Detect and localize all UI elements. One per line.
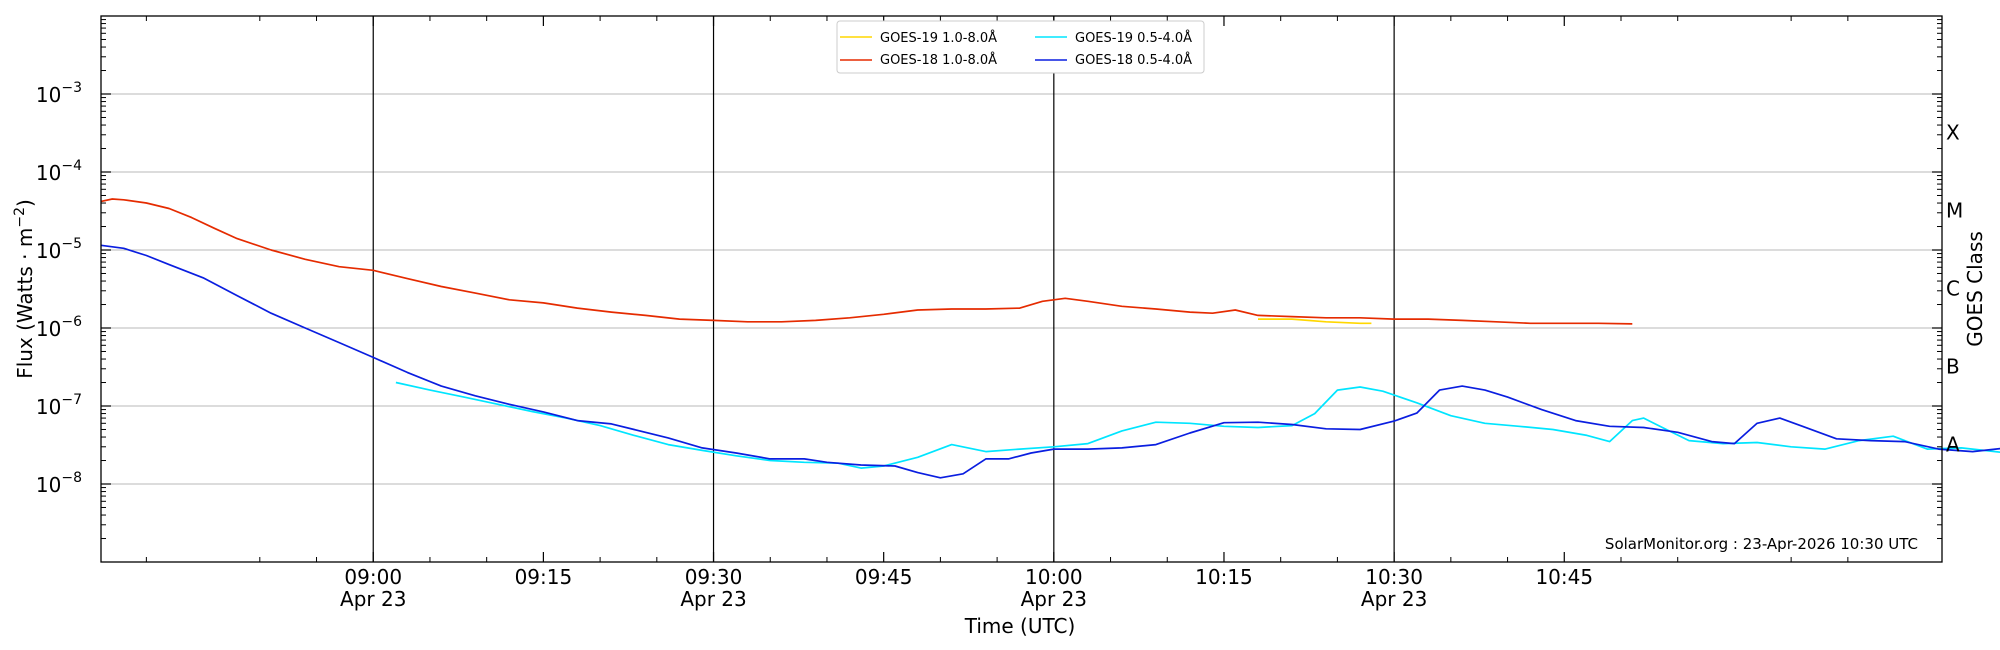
y-axis-title: Flux (Watts · m−2) (12, 199, 37, 379)
series-goes18-long (100, 198, 1633, 325)
x-tick-time-label: 10:30 (1365, 565, 1423, 589)
legend-label-goes19-long: GOES-19 1.0-8.0Å (880, 30, 997, 46)
x-tick-date-label: Apr 23 (340, 587, 406, 611)
y-tick-label: 10−4 (36, 158, 82, 185)
x-tick-time-label: 09:30 (685, 565, 743, 589)
axis-ticks (101, 16, 1942, 562)
y-tick-labels: 10−3 10−4 10−5 10−6 10−7 10−8 (36, 80, 82, 497)
y-tick-label: 10−6 (36, 314, 82, 341)
x-tick-date-label: Apr 23 (1021, 587, 1087, 611)
y-tick-label: 10−5 (36, 236, 82, 263)
x-tick-time-label: 10:45 (1535, 565, 1593, 589)
x-tick-time-label: 10:15 (1195, 565, 1253, 589)
series-goes18-short (100, 244, 2000, 479)
grid-lines (101, 93, 1942, 485)
legend-box (836, 20, 1205, 74)
x-tick-date-label: Apr 23 (1361, 587, 1427, 611)
legend-label-goes18-short: GOES-18 0.5-4.0Å (1075, 52, 1192, 68)
goes-class-label: B (1946, 355, 1960, 379)
credit-annotation: SolarMonitor.org : 23-Apr-2026 10:30 UTC (1605, 535, 1918, 553)
series-goes19-short (395, 381, 2000, 469)
goes-class-label: C (1946, 277, 1960, 301)
plot-frame (100, 15, 1943, 563)
x-tick-time-label: 09:00 (344, 565, 402, 589)
y-tick-label: 10−8 (36, 470, 82, 497)
y-tick-label: 10−7 (36, 392, 82, 419)
goes-class-label: X (1946, 121, 1960, 145)
x-tick-time-label: 09:45 (855, 565, 913, 589)
y-tick-label: 10−3 (36, 80, 82, 107)
legend: GOES-19 1.0-8.0Å GOES-18 1.0-8.0Å GOES-1… (836, 20, 1205, 74)
legend-label-goes18-long: GOES-18 1.0-8.0Å (880, 52, 997, 68)
goes-class-label: A (1946, 433, 1960, 457)
goes-class-axis-title: GOES Class (1963, 231, 1987, 347)
time-marker-lines (372, 16, 1395, 562)
series-goes19-long (1258, 318, 1372, 325)
goes-class-labels: X M C B A (1946, 121, 1963, 457)
x-tick-time-label: 10:00 (1025, 565, 1083, 589)
x-axis-title: Time (UTC) (964, 614, 1076, 638)
legend-label-goes19-short: GOES-19 0.5-4.0Å (1075, 30, 1192, 46)
data-series (100, 198, 2000, 479)
goes-class-label: M (1946, 199, 1963, 223)
x-tick-time-label: 09:15 (515, 565, 573, 589)
x-tick-date-label: Apr 23 (680, 587, 746, 611)
